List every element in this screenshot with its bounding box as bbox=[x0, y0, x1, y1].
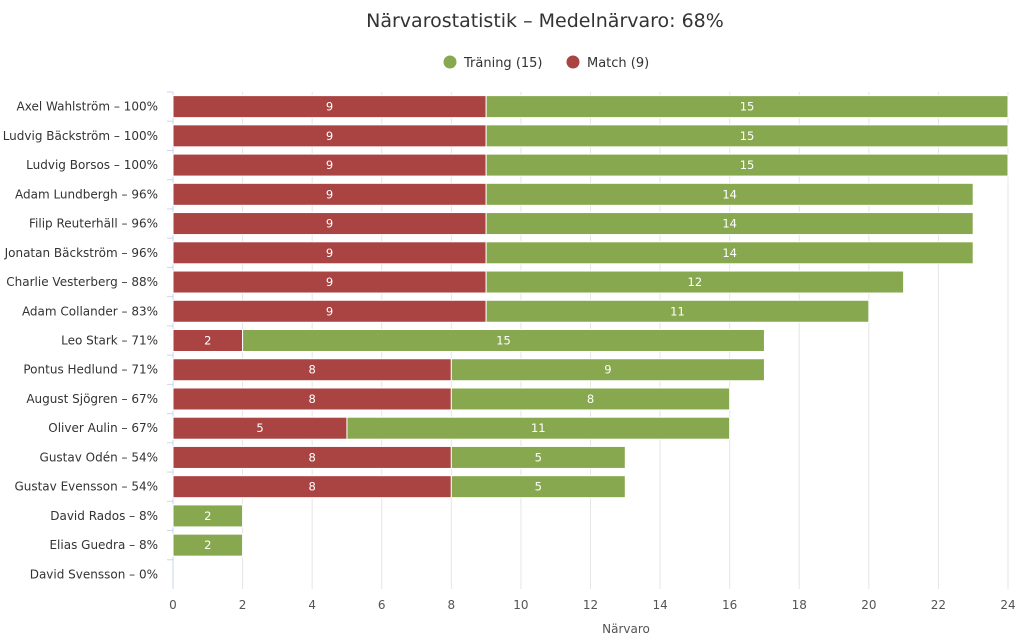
bar-segment[interactable] bbox=[485, 153, 1009, 177]
bar-segment[interactable] bbox=[346, 416, 731, 440]
x-tick-label: 4 bbox=[308, 598, 316, 612]
category-label: Oliver Aulin – 67% bbox=[48, 421, 158, 435]
bar-data-label: 14 bbox=[722, 246, 737, 260]
category-label: Adam Collander – 83% bbox=[22, 304, 158, 318]
category-label: David Svensson – 0% bbox=[30, 567, 158, 581]
bar-data-label: 8 bbox=[309, 363, 316, 377]
category-label: August Sjögren – 67% bbox=[26, 392, 158, 406]
bar-data-label: 9 bbox=[326, 187, 333, 201]
bar-data-label: 9 bbox=[326, 129, 333, 143]
bar-data-label: 5 bbox=[256, 421, 263, 435]
bar-data-label: 8 bbox=[309, 450, 316, 464]
bar-segment[interactable] bbox=[485, 270, 905, 294]
bars: 9 15 9 15 9 15 9 14 9 14 9 14 9 12 9 11 2 15 8 9 8 8 5 11 8 5 8 5 2 2 bbox=[172, 95, 1009, 557]
category-label: Leo Stark – 71% bbox=[61, 334, 158, 348]
category-label: Axel Wahlström – 100% bbox=[17, 100, 158, 114]
bar-data-label: 14 bbox=[722, 187, 737, 201]
x-axis-ticks: 0 2 4 6 8 10 12 14 16 18 20 22 24 bbox=[169, 598, 1015, 612]
category-label: Charlie Vesterberg – 88% bbox=[6, 275, 158, 289]
x-tick-label: 24 bbox=[1000, 598, 1015, 612]
legend-marker[interactable] bbox=[566, 55, 580, 69]
x-tick-label: 2 bbox=[239, 598, 247, 612]
category-label: Adam Lundbergh – 96% bbox=[15, 187, 158, 201]
bar-data-label: 2 bbox=[204, 509, 211, 523]
bar-data-label: 9 bbox=[326, 246, 333, 260]
legend-marker[interactable] bbox=[443, 55, 457, 69]
category-label: Ludvig Bäckström – 100% bbox=[3, 129, 158, 143]
bar-segment[interactable] bbox=[172, 504, 244, 528]
x-tick-label: 20 bbox=[861, 598, 876, 612]
bar-segment[interactable] bbox=[485, 124, 1009, 148]
category-labels: Axel Wahlström – 100% Ludvig Bäckström – … bbox=[3, 100, 158, 582]
bar-data-label: 15 bbox=[496, 334, 511, 348]
bar-segment[interactable] bbox=[242, 329, 765, 352]
bar-segment[interactable] bbox=[450, 445, 626, 469]
category-label: David Rados – 8% bbox=[50, 509, 158, 523]
bar-data-label: 2 bbox=[204, 538, 211, 552]
x-tick-label: 6 bbox=[378, 598, 386, 612]
bar-data-label: 12 bbox=[688, 275, 703, 289]
legend-item-label[interactable]: Träning (15) bbox=[463, 56, 543, 71]
bar-data-label: 15 bbox=[740, 100, 755, 114]
bar-segment[interactable] bbox=[450, 358, 765, 382]
bar-segment[interactable] bbox=[485, 241, 974, 265]
x-tick-label: 12 bbox=[583, 598, 598, 612]
bar-data-label: 9 bbox=[604, 363, 611, 377]
bar-segment[interactable] bbox=[485, 182, 974, 206]
bar-data-label: 2 bbox=[204, 334, 211, 348]
bar-data-label: 8 bbox=[587, 392, 594, 406]
bar-data-label: 5 bbox=[535, 480, 542, 494]
bar-segment[interactable] bbox=[485, 212, 974, 236]
category-label: Filip Reuterhäll – 96% bbox=[29, 217, 158, 231]
bar-data-label: 9 bbox=[326, 275, 333, 289]
legend-item-label[interactable]: Match (9) bbox=[587, 56, 649, 71]
bar-segment[interactable] bbox=[485, 95, 1009, 119]
bar-segment[interactable] bbox=[172, 533, 244, 557]
bar-data-label: 9 bbox=[326, 304, 333, 318]
bar-data-label: 11 bbox=[531, 421, 546, 435]
x-tick-label: 14 bbox=[652, 598, 667, 612]
bar-segment[interactable] bbox=[450, 475, 626, 499]
bar-data-label: 9 bbox=[326, 100, 333, 114]
category-label: Pontus Hedlund – 71% bbox=[23, 363, 158, 377]
bar-data-label: 9 bbox=[326, 217, 333, 231]
category-label: Elias Guedra – 8% bbox=[49, 538, 158, 552]
legend[interactable]: Träning (15) Match (9) bbox=[443, 55, 650, 72]
bar-data-label: 8 bbox=[309, 392, 316, 406]
category-label: Gustav Evensson – 54% bbox=[14, 480, 158, 494]
bar-data-label: 9 bbox=[326, 158, 333, 172]
category-label: Jonatan Bäckström – 96% bbox=[4, 246, 158, 260]
bar-data-label: 5 bbox=[535, 450, 542, 464]
x-tick-label: 22 bbox=[931, 598, 946, 612]
x-tick-label: 0 bbox=[169, 598, 177, 612]
bar-data-label: 8 bbox=[309, 480, 316, 494]
bar-data-label: 15 bbox=[740, 129, 755, 143]
x-tick-label: 18 bbox=[792, 598, 807, 612]
x-tick-label: 16 bbox=[722, 598, 737, 612]
bar-data-label: 14 bbox=[722, 217, 737, 231]
bar-data-label: 15 bbox=[740, 158, 755, 172]
bar-segment[interactable] bbox=[450, 387, 731, 411]
x-axis-title: Närvaro bbox=[602, 622, 650, 636]
category-label: Ludvig Borsos – 100% bbox=[26, 158, 158, 172]
x-tick-label: 10 bbox=[513, 598, 528, 612]
x-tick-label: 8 bbox=[448, 598, 456, 612]
chart-title: Närvarostatistik – Medelnärvaro: 68% bbox=[366, 10, 724, 32]
bar-segment[interactable] bbox=[485, 299, 870, 323]
bar-data-label: 11 bbox=[670, 304, 685, 318]
category-label: Gustav Odén – 54% bbox=[40, 450, 158, 464]
